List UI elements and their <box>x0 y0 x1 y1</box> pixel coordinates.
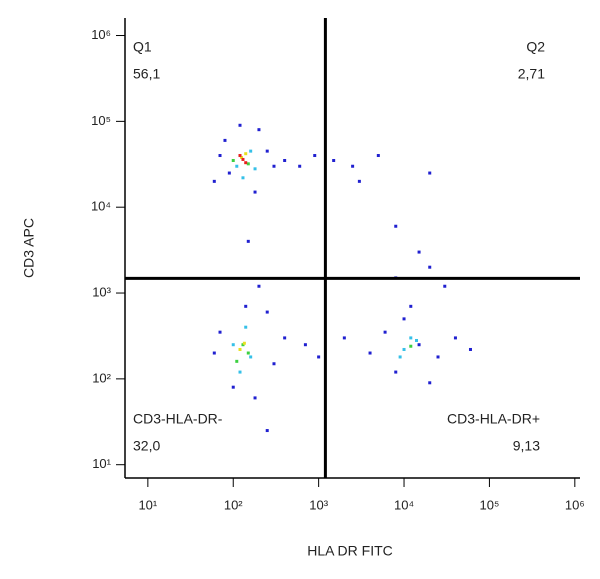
quadrant-value: 2,71 <box>518 66 545 82</box>
point <box>257 284 261 288</box>
point <box>351 164 355 168</box>
y-tick-label: 10² <box>92 370 111 385</box>
y-tick-label: 10¹ <box>92 456 111 471</box>
point <box>231 343 235 347</box>
point <box>383 330 387 334</box>
point <box>398 355 402 359</box>
point <box>246 351 250 355</box>
x-tick-label: 10⁴ <box>394 497 414 512</box>
y-tick-label: 10³ <box>92 284 111 299</box>
point <box>283 336 287 340</box>
x-tick-label: 10¹ <box>138 497 157 512</box>
point <box>283 158 287 162</box>
point <box>428 171 432 175</box>
y-axis-label: CD3 APC <box>21 218 37 278</box>
point <box>265 310 269 314</box>
point <box>241 157 245 161</box>
point <box>257 128 261 132</box>
point <box>249 355 253 359</box>
quadrant-name: CD3-HLA-DR+ <box>447 411 540 427</box>
point <box>368 351 372 355</box>
point <box>212 351 216 355</box>
point <box>409 304 413 308</box>
point <box>394 224 398 228</box>
point <box>244 152 248 156</box>
point <box>235 164 239 168</box>
point <box>218 330 222 334</box>
point <box>357 179 361 183</box>
point <box>272 362 276 366</box>
point <box>238 154 242 158</box>
point <box>223 138 227 142</box>
point <box>436 355 440 359</box>
quadrant-value: 9,13 <box>513 438 540 454</box>
point <box>227 171 231 175</box>
y-tick-label: 10⁴ <box>91 199 111 214</box>
point <box>453 336 457 340</box>
point <box>298 164 302 168</box>
x-axis-label: HLA DR FITC <box>307 543 393 559</box>
point <box>244 304 248 308</box>
x-tick-label: 10⁶ <box>565 497 585 512</box>
point <box>428 265 432 269</box>
point <box>265 149 269 153</box>
point <box>231 158 235 162</box>
point <box>218 154 222 158</box>
point <box>238 347 242 351</box>
point <box>443 284 447 288</box>
quadrant-value: 32,0 <box>133 438 160 454</box>
point <box>409 344 413 348</box>
quadrant-name: Q1 <box>133 39 152 55</box>
point <box>417 343 421 347</box>
point <box>417 250 421 254</box>
point <box>246 162 250 166</box>
point <box>238 370 242 374</box>
point <box>303 343 307 347</box>
point <box>272 164 276 168</box>
point <box>231 385 235 389</box>
point <box>241 176 245 180</box>
point <box>402 347 406 351</box>
point <box>317 355 321 359</box>
point <box>342 336 346 340</box>
point <box>253 190 257 194</box>
point <box>265 429 269 433</box>
point <box>394 370 398 374</box>
point <box>242 341 246 345</box>
point <box>409 336 413 340</box>
point <box>253 396 257 400</box>
point <box>313 154 317 158</box>
quadrant-name: CD3-HLA-DR- <box>133 411 223 427</box>
point <box>244 161 248 165</box>
x-tick-label: 10⁵ <box>479 497 499 512</box>
point <box>238 123 242 127</box>
point <box>249 149 253 153</box>
point <box>246 239 250 243</box>
point <box>244 325 248 329</box>
point <box>253 167 257 171</box>
point <box>376 154 380 158</box>
x-tick-label: 10² <box>224 497 243 512</box>
quadrant-value: 56,1 <box>133 66 160 82</box>
point <box>240 155 244 159</box>
y-tick-label: 10⁶ <box>91 27 111 42</box>
point <box>468 347 472 351</box>
point <box>235 359 239 363</box>
x-tick-label: 10³ <box>309 497 328 512</box>
quadrant-name: Q2 <box>526 39 545 55</box>
point <box>415 338 419 342</box>
point <box>332 158 336 162</box>
y-tick-label: 10⁵ <box>91 113 111 128</box>
point <box>212 179 216 183</box>
point <box>428 381 432 385</box>
point <box>402 317 406 321</box>
